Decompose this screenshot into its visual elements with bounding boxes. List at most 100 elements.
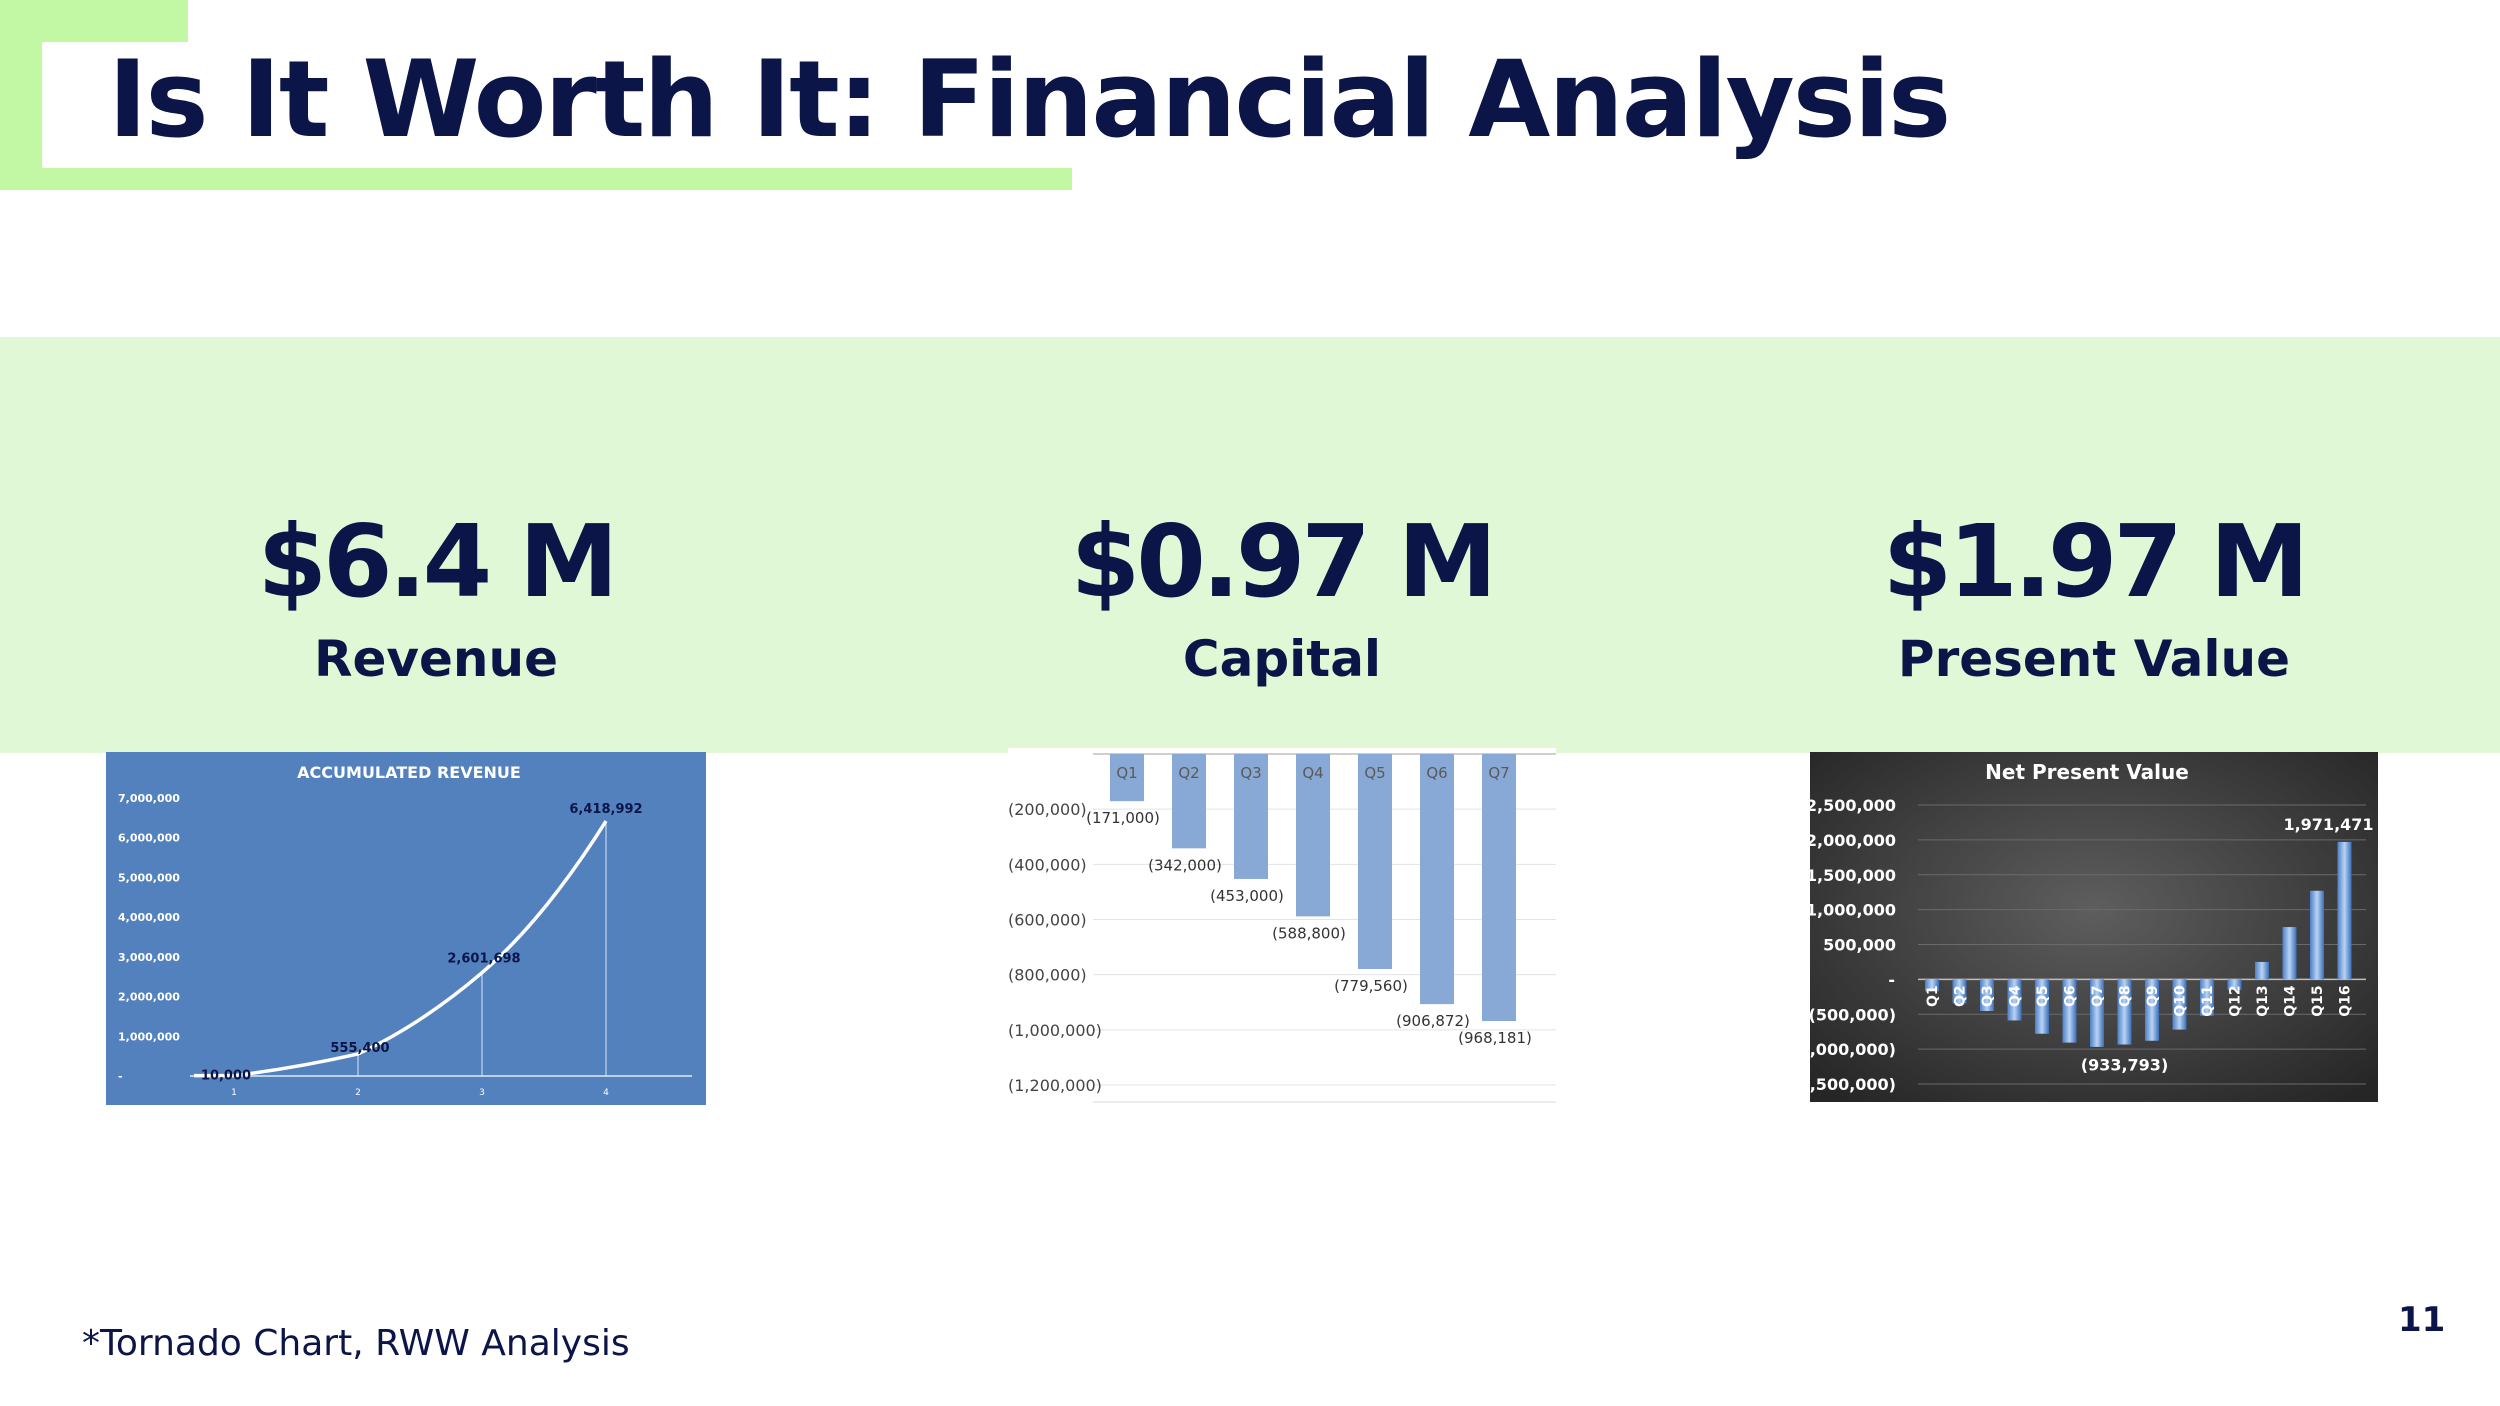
y-tick-label: 4,000,000: [118, 911, 180, 924]
data-label: 1,971,471: [2283, 815, 2373, 834]
x-tick-label: Q5: [1364, 764, 1385, 782]
data-label: (968,181): [1458, 1029, 1532, 1047]
chart-background: [1008, 748, 1556, 1106]
bar: [1358, 754, 1392, 970]
data-label: (342,000): [1148, 856, 1222, 874]
x-tick-label: 1: [231, 1088, 237, 1098]
x-tick-label: Q4: [1302, 764, 1323, 782]
metric-value: $0.97 M: [1070, 503, 1498, 620]
title-box: [42, 42, 1072, 168]
bar: [2227, 979, 2242, 990]
data-label: (453,000): [1210, 887, 1284, 905]
x-tick-label: 2: [355, 1088, 361, 1098]
y-tick-label: 2,500,000: [1810, 796, 1896, 815]
y-tick-label: (1,000,000): [1810, 1040, 1896, 1059]
metrics-band: [0, 337, 2500, 753]
bar: [2062, 979, 2077, 1043]
y-tick-label: (1,200,000): [1008, 1076, 1102, 1095]
x-tick-label: Q3: [1980, 985, 1996, 1007]
bar: [2035, 979, 2049, 1034]
bar: [1110, 754, 1144, 802]
title-accent-bottom: [0, 168, 1072, 190]
capital-chart: (200,000) (400,000) (600,000) (800,000) (1,0…: [1008, 748, 1556, 1106]
x-tick-label: Q15: [2310, 985, 2326, 1016]
bar: [2255, 961, 2269, 980]
y-tick-label: (600,000): [1008, 911, 1087, 930]
bar: [1482, 754, 1516, 1022]
bar: [2337, 841, 2352, 980]
bar: [1980, 979, 1994, 1011]
x-tick-label: Q6: [2063, 985, 2079, 1007]
data-label: (171,000): [1086, 809, 1160, 827]
x-tick-label: Q7: [1488, 764, 1509, 782]
y-tick-label: (400,000): [1008, 855, 1087, 874]
x-tick-label: Q1: [1116, 764, 1137, 782]
data-label: 555,400: [330, 1041, 389, 1056]
x-tick-label: Q11: [2200, 985, 2216, 1016]
y-tick-label: (1,500,000): [1810, 1075, 1896, 1094]
bar: [2200, 979, 2214, 1016]
metric-label: Present Value: [1897, 630, 2291, 688]
x-tick-label: Q1: [1925, 985, 1941, 1007]
bar: [2282, 927, 2297, 980]
bar: [1952, 979, 1967, 1004]
chart-title: Net Present Value: [1985, 760, 2189, 784]
y-tick-label: 7,000,000: [118, 792, 180, 805]
y-tick-label: 1,500,000: [1810, 866, 1896, 885]
bar: [1925, 979, 1939, 992]
series-line: [194, 820, 608, 1078]
bar: [2090, 979, 2104, 1047]
x-tick-label: Q7: [2090, 985, 2106, 1007]
data-label: (906,872): [1396, 1012, 1470, 1030]
footnote: *Tornado Chart, RWW Analysis: [82, 1323, 630, 1364]
metric-capital: $0.97 M Capital: [932, 503, 1632, 688]
y-tick-label: 5,000,000: [118, 871, 180, 884]
bar: [2117, 979, 2132, 1045]
x-tick-label: Q8: [2118, 985, 2134, 1007]
data-label: (588,800): [1272, 924, 1346, 942]
x-tick-label: Q5: [2035, 985, 2051, 1007]
x-tick-label: Q10: [2173, 985, 2189, 1017]
x-tick-label: 4: [603, 1088, 609, 1098]
y-tick-label: (1,000,000): [1008, 1021, 1102, 1040]
x-tick-label: 3: [479, 1088, 485, 1098]
x-tick-label: Q12: [2228, 985, 2244, 1016]
x-tick-label: Q3: [1240, 764, 1261, 782]
bar: [1234, 754, 1268, 879]
x-tick-label: Q16: [2338, 985, 2354, 1016]
metric-present-value: $1.97 M Present Value: [1744, 503, 2444, 688]
y-tick-label: 3,000,000: [118, 951, 180, 964]
bar: [2310, 890, 2324, 980]
x-tick-label: Q2: [1953, 985, 1969, 1007]
y-tick-label: 6,000,000: [118, 832, 180, 845]
x-tick-label: Q9: [2145, 985, 2161, 1007]
x-tick-label: Q6: [1426, 764, 1447, 782]
data-label: (779,560): [1334, 977, 1408, 995]
y-tick-label: 1,000,000: [1810, 901, 1896, 920]
metric-revenue: $6.4 M Revenue: [86, 503, 786, 688]
y-tick-label: -: [1888, 970, 1895, 989]
y-tick-label: 2,000,000: [1810, 831, 1896, 850]
metric-label: Revenue: [313, 630, 559, 688]
y-tick-label: (200,000): [1008, 800, 1087, 819]
x-tick-label: Q13: [2255, 985, 2271, 1016]
bar: [1296, 754, 1330, 917]
net-present-value-chart: Net Present Value 2,500,000 2,000,000 1,500…: [1810, 752, 2378, 1102]
data-label: 6,418,992: [569, 802, 642, 817]
bar: [2172, 979, 2187, 1030]
metric-value: $6.4 M: [257, 503, 618, 620]
data-label: 10,000: [201, 1069, 251, 1084]
x-tick-label: Q4: [2008, 985, 2024, 1007]
accumulated-revenue-chart: ACCUMULATED REVENUE - 1,000,000 2,000,000 3,…: [106, 752, 706, 1105]
metric-value: $1.97 M: [1882, 503, 2310, 620]
y-tick-label: (500,000): [1810, 1005, 1896, 1024]
y-tick-label: -: [118, 1070, 123, 1083]
data-label: 2,601,698: [447, 952, 520, 967]
y-tick-label: 500,000: [1823, 936, 1896, 955]
data-label: (933,793): [2081, 1056, 2169, 1075]
bar: [2007, 979, 2022, 1021]
y-tick-label: 2,000,000: [118, 991, 180, 1004]
page-title: Is It Worth It: Financial Analysis: [108, 38, 1951, 161]
y-tick-label: 1,000,000: [118, 1030, 180, 1043]
metric-label: Capital: [1182, 630, 1382, 688]
